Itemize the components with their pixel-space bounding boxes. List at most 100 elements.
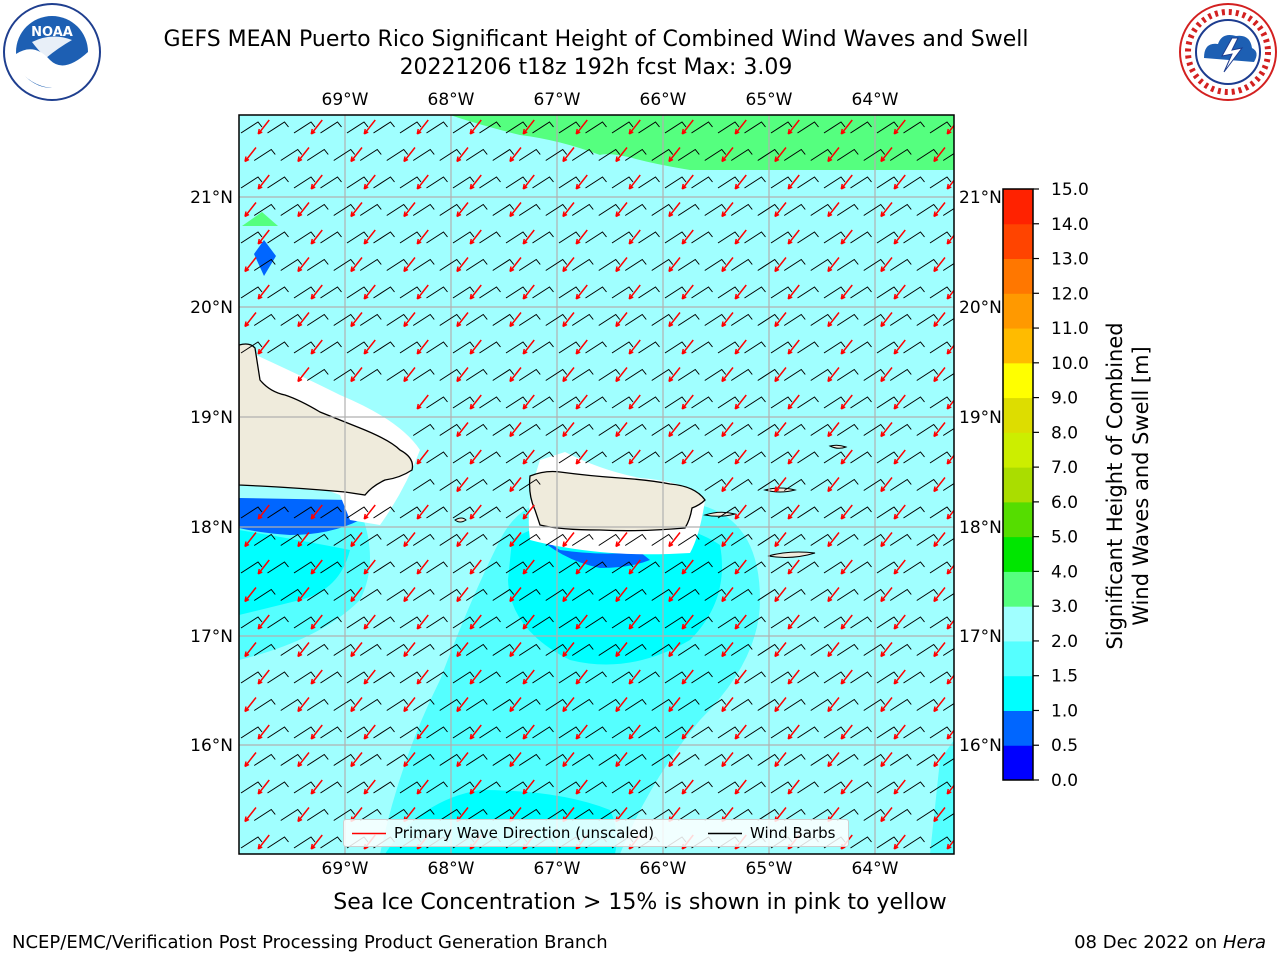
wind-barb [399, 561, 422, 574]
wind-barb [439, 643, 462, 656]
wind-barb [293, 341, 316, 354]
wind-barb [638, 176, 660, 189]
wind-barb [558, 781, 581, 794]
lat-label-left: 21°N [190, 188, 233, 208]
wave-direction-arrow [416, 174, 429, 190]
wind-barb [585, 231, 607, 244]
wind-barb [717, 561, 740, 574]
wind-barb [545, 698, 568, 711]
wave-direction-arrow [350, 147, 363, 163]
wind-barb [704, 698, 727, 711]
wind-barb [810, 753, 833, 766]
wave-direction-arrow [840, 394, 853, 410]
wind-barb [399, 781, 422, 794]
wind-barb [412, 148, 435, 161]
wind-barb [558, 121, 581, 134]
wind-barb [929, 451, 952, 464]
wave-direction-arrow [628, 779, 641, 795]
wind-barb [293, 671, 316, 684]
wind-barb [638, 726, 660, 739]
wave-direction-arrow [297, 532, 310, 548]
wave-direction-arrow [469, 174, 482, 190]
wind-barb [426, 506, 448, 519]
wind-barb [585, 726, 607, 739]
wind-barb [479, 451, 501, 464]
wave-direction-arrow [575, 779, 588, 795]
wave-direction-arrow [721, 147, 734, 163]
wave-direction-arrow [734, 174, 747, 190]
wave-direction-arrow [628, 284, 641, 300]
wind-barb [452, 561, 475, 574]
wind-barb [903, 836, 925, 849]
wave-direction-arrow [456, 587, 469, 603]
wind-barb [585, 341, 607, 354]
colorbar-tick-label: 9.0 [1051, 389, 1078, 409]
wind-barb [452, 726, 475, 739]
wind-barb [903, 121, 925, 134]
wind-barb [797, 121, 819, 134]
wave-direction-arrow [668, 642, 681, 658]
lat-label-left: 20°N [190, 298, 233, 318]
wave-direction-arrow [575, 119, 588, 135]
wind-barb [558, 396, 581, 409]
wave-direction-arrow [403, 312, 416, 328]
wind-barb [532, 616, 554, 629]
wave-direction-arrow [310, 119, 323, 135]
wind-barb [293, 506, 316, 519]
wave-direction-arrow [297, 752, 310, 768]
wind-barb [465, 753, 488, 766]
land-puerto-rico [528, 470, 706, 532]
wind-barb [253, 313, 276, 326]
wind-barb [359, 753, 382, 766]
wave-direction-arrow [297, 147, 310, 163]
chart-subtitle: 20221206 t18z 192h fcst Max: 3.09 [399, 55, 793, 80]
wind-barb [783, 148, 806, 161]
lat-label-right: 20°N [959, 298, 1002, 318]
wind-barb [691, 176, 713, 189]
wave-direction-arrow [416, 504, 429, 520]
wave-direction-arrow [310, 834, 323, 850]
wind-barb [889, 533, 912, 546]
colorbar-tick-label: 3.0 [1051, 597, 1078, 617]
wave-direction-arrow [946, 784, 954, 795]
wave-direction-arrow [615, 697, 628, 713]
wind-barb [876, 176, 899, 189]
wind-barb [518, 203, 541, 216]
wind-barb [717, 781, 740, 794]
wave-direction-arrow [257, 834, 270, 850]
colorbar-tick-label: 1.0 [1051, 701, 1078, 721]
wind-barb [386, 203, 409, 216]
wind-barb [439, 368, 462, 381]
wind-barb [452, 121, 475, 134]
wind-barb [850, 561, 872, 574]
wind-barb [399, 671, 422, 684]
wind-barb [717, 616, 740, 629]
wave-direction-arrow [363, 119, 376, 135]
lat-label-left: 18°N [190, 518, 233, 538]
wind-barb [532, 121, 554, 134]
wind-barb [730, 588, 753, 601]
wind-barb [744, 616, 766, 629]
wind-barb [836, 588, 859, 601]
wave-direction-arrow [880, 532, 893, 548]
wind-barb [691, 341, 713, 354]
wind-barb [863, 148, 886, 161]
wind-barb [426, 781, 448, 794]
wave-direction-arrow [827, 367, 840, 383]
wind-barb [532, 726, 554, 739]
wind-barb [479, 121, 501, 134]
wind-barb [810, 313, 833, 326]
wave-direction-arrow [456, 752, 469, 768]
wind-barb [651, 698, 674, 711]
wind-barb [412, 258, 435, 271]
wind-barb [320, 121, 342, 134]
wave-direction-arrow [840, 339, 853, 355]
wind-barb [426, 286, 448, 299]
wind-barb [717, 286, 740, 299]
wave-direction-arrow [469, 779, 482, 795]
wind-barb [306, 588, 329, 601]
wind-barb [916, 368, 939, 381]
wind-barb [677, 368, 700, 381]
wind-barb [863, 423, 886, 436]
wind-barb [850, 121, 872, 134]
